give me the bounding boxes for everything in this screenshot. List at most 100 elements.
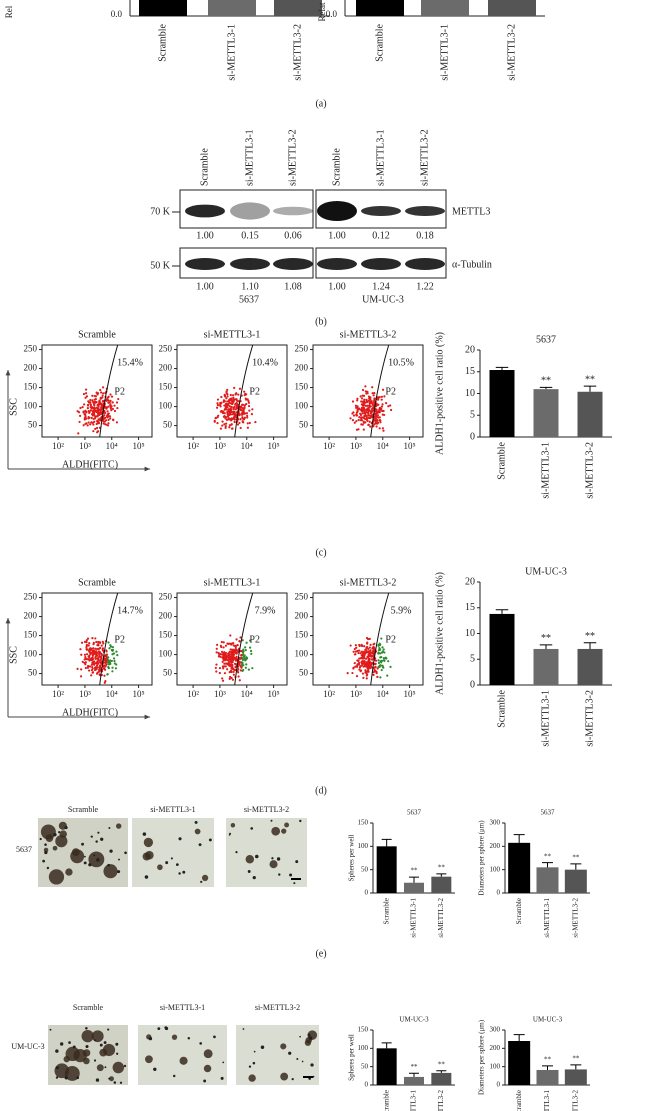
cell-dot (89, 665, 92, 668)
cell-dot (251, 667, 254, 670)
band (230, 202, 270, 220)
cell-dot (233, 413, 236, 416)
y-tick-label: 150 (159, 630, 173, 640)
cell-dot (349, 644, 352, 647)
category-label: si-METTL3-1 (410, 898, 418, 938)
cell-dot (92, 417, 95, 421)
cell-dot (238, 421, 241, 425)
y-tick-label: 150 (159, 382, 173, 392)
sphere (252, 1061, 256, 1065)
cell-dot (229, 657, 232, 660)
y-tick-label: 200 (159, 611, 173, 621)
sphere (85, 1044, 89, 1049)
sphere (71, 848, 80, 857)
cell-dot (244, 666, 247, 669)
significance-label: ** (438, 1060, 446, 1068)
cell-dot (233, 386, 236, 390)
cell-dot (228, 410, 231, 414)
cell-dot (225, 656, 228, 659)
cell-dot (238, 387, 242, 390)
y-axis-label: Diameters per sphere (μm) (478, 1019, 486, 1095)
cell-dot (363, 416, 366, 419)
sphere (100, 837, 104, 841)
cell-dot (216, 404, 220, 407)
cell-dot (389, 665, 392, 668)
cell-dot (239, 661, 242, 664)
cell-dot (236, 644, 239, 647)
cell-dot (375, 418, 379, 422)
cell-dot (237, 675, 240, 678)
sphere (200, 880, 203, 883)
cell-dot (358, 416, 361, 419)
cell-dot (221, 665, 224, 668)
cell-dot (216, 398, 220, 401)
sphere (230, 823, 236, 828)
cell-dot (95, 654, 99, 657)
sphere (42, 859, 46, 863)
category-label: Scramble (496, 441, 507, 479)
cell-dot (98, 413, 101, 416)
significance-label: ** (572, 1054, 580, 1062)
cell-dot (383, 395, 386, 398)
plot-title: si-METTL3-2 (340, 577, 397, 588)
gate-percent: 15.4% (117, 357, 143, 368)
y-tick-label: 15 (465, 366, 475, 377)
error-bar (513, 1034, 525, 1041)
sphere (123, 1064, 127, 1068)
error-bar (542, 862, 553, 868)
x-tick-label: 10² (323, 441, 335, 451)
significance-label: ** (544, 852, 552, 860)
cell-dot (84, 388, 88, 391)
cell-dot (110, 405, 113, 408)
cell-dot (385, 657, 388, 660)
sphere (213, 1035, 216, 1039)
y-tick-label: 250 (159, 592, 173, 602)
sphere (93, 854, 96, 857)
cell-dot (384, 402, 388, 405)
cell-dot (99, 658, 102, 662)
cell-dot (361, 644, 364, 647)
lane-label: si-METTL3-1 (244, 129, 255, 186)
cell-dot (243, 654, 246, 657)
cell-dot (231, 418, 234, 421)
cell-dot (91, 410, 94, 413)
cell-dot (223, 423, 226, 426)
y-tick-label: 200 (490, 1044, 501, 1052)
band (317, 201, 357, 221)
sphere (83, 861, 87, 865)
cell-dot (367, 407, 370, 410)
sphere (58, 831, 61, 834)
sphere (119, 1081, 123, 1084)
cell-dot (370, 663, 373, 666)
sphere (276, 857, 281, 861)
sphere (64, 1076, 68, 1080)
cell-dot (239, 636, 242, 639)
cell-dot (223, 412, 226, 415)
cell-dot (84, 661, 87, 664)
cell-dot (105, 423, 108, 426)
plot-title: si-METTL3-1 (204, 577, 261, 588)
cell-dot (366, 642, 369, 645)
category-label: si-METTL3-2 (571, 1090, 579, 1111)
cell-dot (378, 664, 381, 667)
cell-dot (364, 663, 368, 666)
bar (536, 867, 559, 893)
cell-dot (361, 388, 365, 392)
y-axis-label: SSC (8, 646, 19, 664)
cell-dot (362, 421, 366, 424)
cell-dot (227, 652, 230, 656)
cell-dot (91, 394, 94, 397)
cell-dot (95, 415, 98, 418)
error-bar (436, 1070, 447, 1073)
error-bar (583, 642, 597, 649)
sphere (116, 1052, 119, 1055)
cell-dot (232, 644, 235, 647)
cell-dot (374, 421, 377, 424)
cell-dot (368, 665, 372, 668)
cell-dot (231, 667, 234, 670)
cell-dot (101, 394, 104, 397)
cell-dot (367, 395, 371, 398)
cell-dot (78, 420, 81, 424)
cell-dot (232, 648, 235, 651)
cell-dot (86, 665, 90, 668)
